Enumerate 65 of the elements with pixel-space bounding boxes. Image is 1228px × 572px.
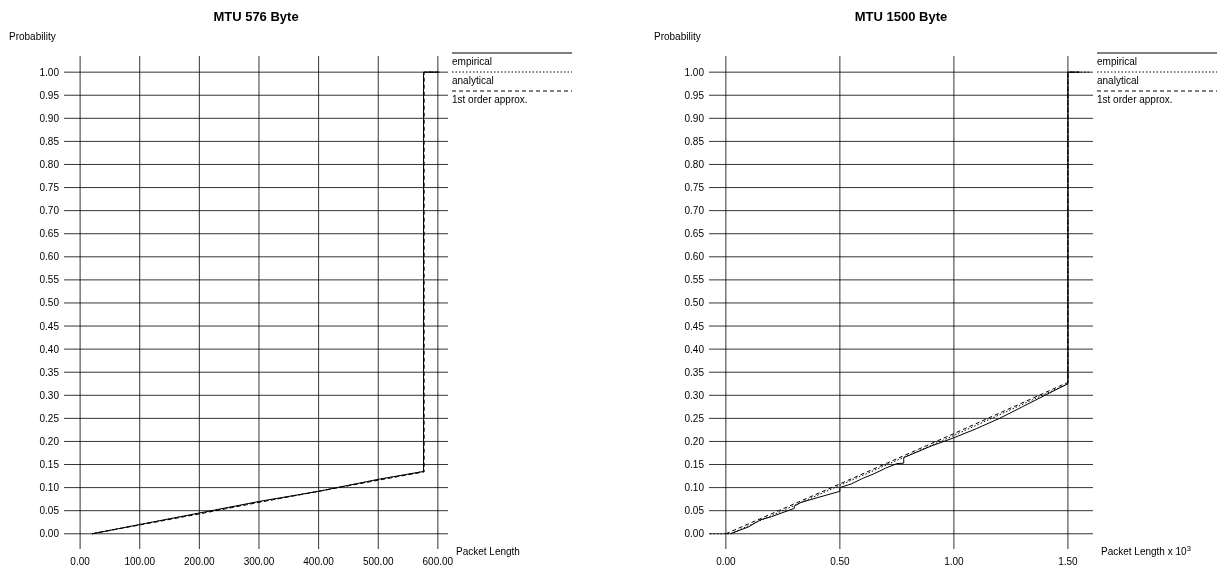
y-tick-label: 0.95 bbox=[39, 89, 60, 101]
series-label: analytical bbox=[452, 75, 494, 86]
series-label: analytical bbox=[1097, 75, 1139, 86]
y-tick-label: 0.10 bbox=[39, 482, 60, 494]
y-tick-label: 0.05 bbox=[684, 505, 705, 517]
x-tick-label: 1.50 bbox=[1058, 556, 1079, 567]
x-tick-label: 400.00 bbox=[303, 556, 335, 567]
y-tick-label: 0.15 bbox=[39, 459, 60, 471]
series-label: empirical bbox=[452, 56, 493, 67]
y-tick-label: 0.15 bbox=[684, 459, 705, 471]
y-tick-label: 0.50 bbox=[684, 297, 705, 309]
x-tick-label: 300.00 bbox=[243, 556, 275, 567]
y-tick-label: 0.10 bbox=[684, 482, 705, 494]
y-tick-label: 0.70 bbox=[39, 205, 60, 217]
y-tick-label: 0.35 bbox=[684, 366, 705, 378]
x-tick-label: 0.00 bbox=[70, 556, 91, 567]
series-label: empirical bbox=[1097, 56, 1138, 67]
y-tick-label: 0.50 bbox=[39, 297, 60, 309]
y-axis-title: Probability bbox=[654, 31, 701, 42]
x-axis-title: Packet Length x 10$^{3}$ bbox=[1101, 543, 1191, 557]
y-tick-label: 0.90 bbox=[39, 112, 60, 124]
y-tick-label: 0.75 bbox=[39, 182, 60, 194]
y-tick-label: 0.35 bbox=[39, 366, 60, 378]
x-tick-label: 200.00 bbox=[184, 556, 216, 567]
y-tick-label: 0.70 bbox=[684, 205, 705, 217]
x-tick-label: 100.00 bbox=[124, 556, 156, 567]
y-tick-label: 0.60 bbox=[684, 251, 705, 263]
y-tick-label: 0.95 bbox=[684, 89, 705, 101]
y-axis-title: Probability bbox=[9, 31, 56, 42]
y-tick-label: 0.20 bbox=[684, 435, 705, 447]
y-tick-label: 0.30 bbox=[39, 389, 60, 401]
y-tick-label: 0.65 bbox=[684, 228, 705, 240]
y-tick-label: 0.55 bbox=[684, 274, 705, 286]
y-tick-label: 0.05 bbox=[39, 505, 60, 517]
y-tick-label: 0.25 bbox=[39, 412, 60, 424]
y-tick-label: 0.40 bbox=[39, 343, 60, 355]
x-tick-label: 0.00 bbox=[716, 556, 737, 567]
y-tick-label: 0.55 bbox=[39, 274, 60, 286]
x-tick-label: 500.00 bbox=[362, 556, 394, 567]
y-tick-label: 0.40 bbox=[684, 343, 705, 355]
text: 1st order approx. bbox=[1097, 94, 1173, 105]
y-tick-label: 0.80 bbox=[39, 158, 60, 170]
y-tick-label: 0.90 bbox=[684, 112, 705, 124]
y-tick-label: 0.60 bbox=[39, 251, 60, 263]
y-tick-label: 0.75 bbox=[684, 182, 705, 194]
y-tick-label: 0.00 bbox=[39, 528, 60, 540]
y-tick-label: 0.80 bbox=[684, 158, 705, 170]
y-tick-label: 0.85 bbox=[684, 135, 705, 147]
y-tick-label: 0.45 bbox=[39, 320, 60, 332]
chart-title: MTU 576 Byte bbox=[213, 9, 299, 24]
y-tick-label: 0.30 bbox=[684, 389, 705, 401]
x-tick-label: 600.00 bbox=[422, 556, 454, 567]
y-tick-label: 0.65 bbox=[39, 228, 60, 240]
chart-title: MTU 1500 Byte bbox=[854, 9, 948, 24]
y-tick-label: 0.00 bbox=[684, 528, 705, 540]
y-tick-label: 0.45 bbox=[684, 320, 705, 332]
text: 1st order approx. bbox=[452, 94, 528, 105]
y-tick-label: 0.20 bbox=[39, 435, 60, 447]
y-tick-label: 1.00 bbox=[39, 66, 60, 78]
y-tick-label: 0.85 bbox=[39, 135, 60, 147]
x-tick-label: 0.50 bbox=[830, 556, 851, 567]
y-tick-label: 0.25 bbox=[684, 412, 705, 424]
y-tick-label: 1.00 bbox=[684, 66, 705, 78]
x-tick-label: 1.00 bbox=[944, 556, 965, 567]
x-axis-title: Packet Length bbox=[456, 546, 520, 557]
